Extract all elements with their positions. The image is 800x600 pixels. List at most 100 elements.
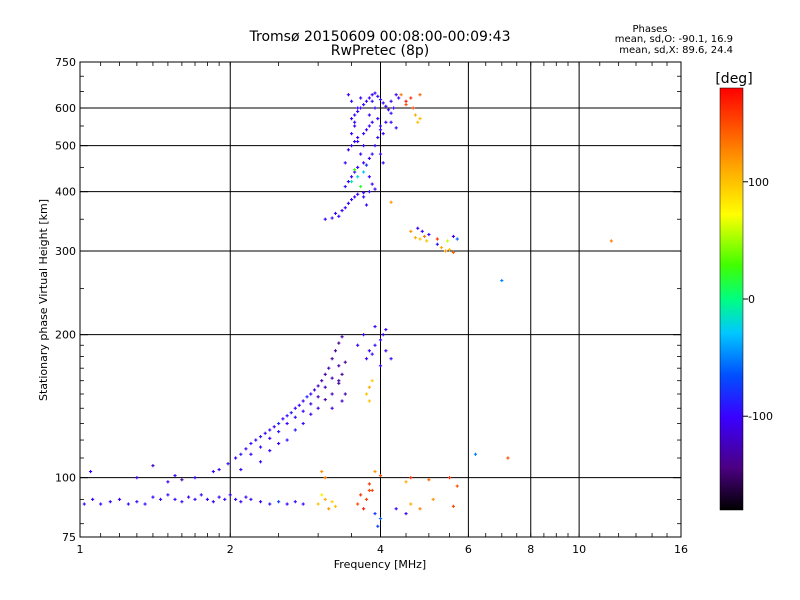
data-point <box>312 388 317 392</box>
data-point <box>435 242 439 246</box>
data-point <box>337 341 341 345</box>
data-point <box>367 96 371 100</box>
data-point <box>108 500 112 504</box>
data-point <box>327 507 331 511</box>
data-point <box>420 229 424 233</box>
data-point <box>367 156 371 161</box>
data-point <box>451 234 456 239</box>
colorbar-tick-label: 0 <box>748 293 755 306</box>
data-point <box>268 436 272 440</box>
data-point <box>370 120 374 124</box>
data-point <box>384 327 388 332</box>
data-point <box>413 113 418 117</box>
data-point <box>330 500 334 504</box>
data-point <box>263 431 267 435</box>
data-point <box>297 403 301 407</box>
data-point <box>362 333 366 337</box>
data-point <box>333 211 338 216</box>
x-axis-label: Frequency [MHz] <box>334 558 426 571</box>
data-point <box>173 497 177 501</box>
data-point <box>223 497 227 501</box>
data-point <box>285 414 289 418</box>
data-point <box>258 460 263 464</box>
data-point <box>277 500 281 504</box>
data-point <box>349 197 354 202</box>
data-point <box>211 469 215 474</box>
data-point <box>249 452 253 456</box>
data-point <box>373 512 377 516</box>
data-point <box>158 497 163 501</box>
data-point <box>455 237 459 241</box>
data-point <box>359 184 363 189</box>
data-point <box>370 152 374 156</box>
data-point <box>404 512 408 516</box>
chart-subtitle: RwPretec (8p) <box>331 43 429 59</box>
data-point <box>320 469 324 474</box>
data-point <box>173 474 177 478</box>
data-point <box>362 507 366 511</box>
data-point <box>349 180 354 184</box>
data-point <box>367 399 371 403</box>
data-point <box>378 98 383 102</box>
data-point <box>349 175 354 179</box>
data-point <box>330 392 334 396</box>
data-point <box>239 500 243 504</box>
data-point <box>323 476 327 480</box>
data-point <box>117 497 122 501</box>
data-point <box>258 435 263 439</box>
data-point <box>135 476 139 480</box>
data-point <box>285 421 289 426</box>
data-point <box>234 497 238 501</box>
data-point <box>364 99 369 103</box>
x-tick-label: 8 <box>527 543 534 556</box>
data-point <box>378 128 383 132</box>
data-point <box>320 379 324 383</box>
data-point <box>364 392 369 396</box>
data-point <box>367 175 371 179</box>
data-point <box>373 144 377 148</box>
data-point <box>333 504 338 508</box>
data-point <box>455 484 459 488</box>
chart-title: Tromsø 20150609 00:08:00-00:09:43 <box>249 29 511 45</box>
data-point <box>362 195 366 199</box>
data-point <box>323 385 327 389</box>
data-point <box>356 165 360 169</box>
data-point <box>346 93 351 97</box>
data-point <box>356 135 360 140</box>
data-point <box>180 500 184 504</box>
x-tick-label: 2 <box>227 543 234 556</box>
data-point <box>211 500 215 504</box>
data-point <box>91 497 95 501</box>
data-point <box>359 96 363 100</box>
data-point <box>362 132 366 136</box>
data-point <box>349 144 354 148</box>
colorbar-tick-label: -100 <box>748 410 773 423</box>
data-point <box>340 335 344 339</box>
data-point <box>399 93 403 97</box>
data-point <box>362 170 366 174</box>
data-point <box>389 99 393 103</box>
data-point <box>305 395 309 399</box>
data-point <box>199 493 203 497</box>
scatter-points <box>82 91 613 528</box>
stats-line-x: mean, sd,X: 89.6, 24.4 <box>619 45 733 56</box>
data-point <box>180 478 184 482</box>
data-point <box>373 106 377 110</box>
data-point <box>409 96 413 100</box>
grid <box>80 62 681 537</box>
data-point <box>356 109 360 114</box>
data-point <box>367 190 371 194</box>
data-point <box>451 504 456 508</box>
data-point <box>373 187 377 191</box>
data-point <box>293 428 297 432</box>
data-point <box>367 349 371 353</box>
data-point <box>362 161 366 165</box>
data-point <box>364 203 369 207</box>
data-point <box>323 497 327 501</box>
data-point <box>349 99 354 103</box>
data-point <box>376 94 380 98</box>
data-point <box>353 124 357 128</box>
data-point <box>323 397 327 402</box>
data-point <box>239 467 243 472</box>
data-point <box>356 106 360 110</box>
